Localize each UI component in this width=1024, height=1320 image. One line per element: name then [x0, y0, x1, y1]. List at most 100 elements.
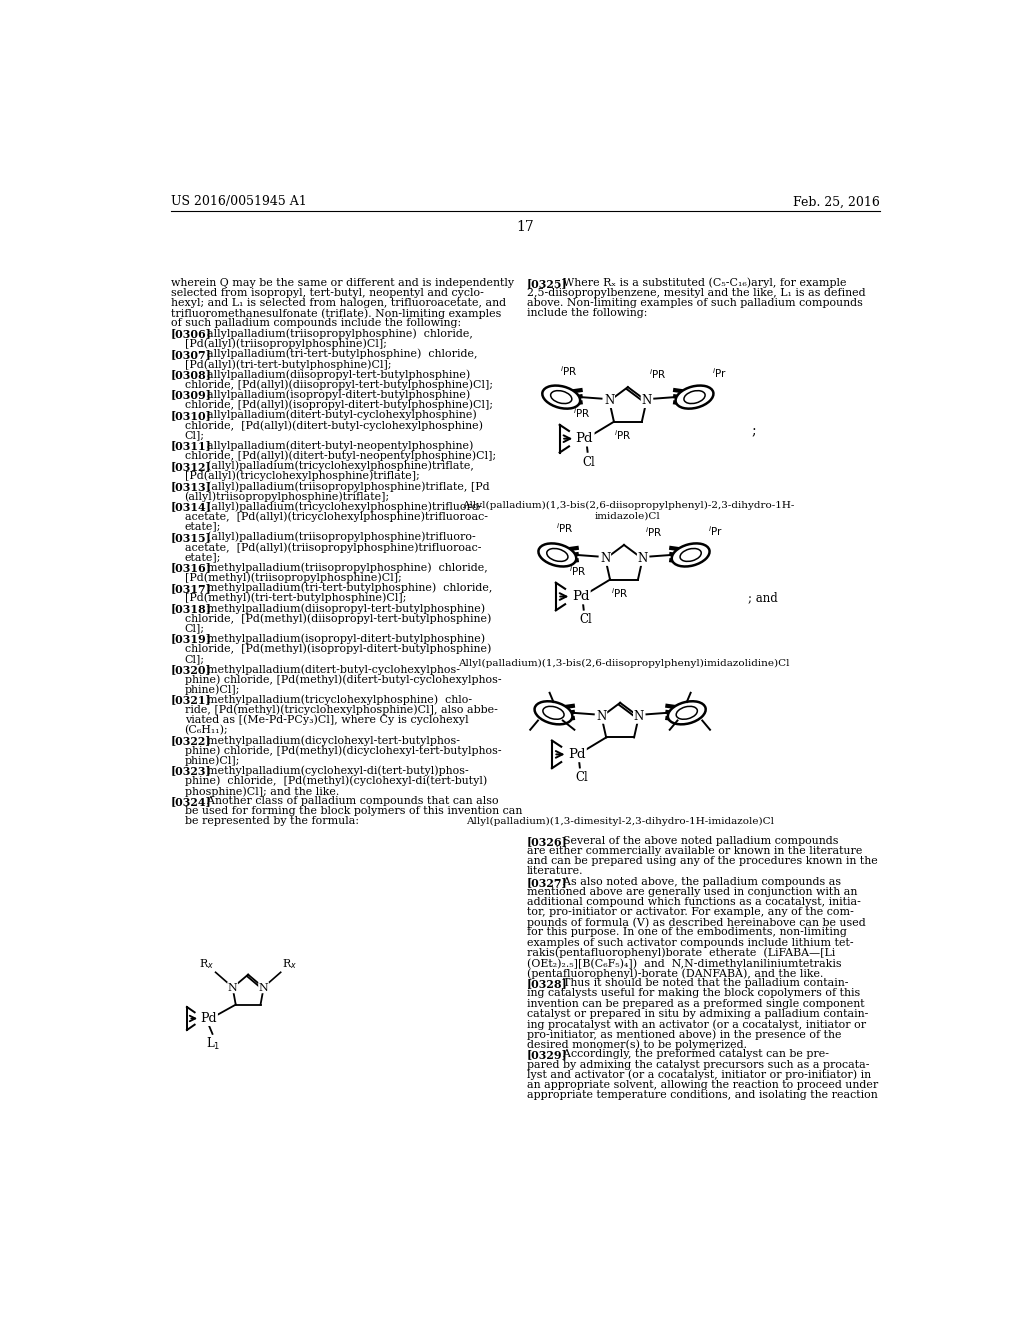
Text: [0310]: [0310] — [171, 411, 211, 421]
Text: invention can be prepared as a preformed single component: invention can be prepared as a preformed… — [527, 999, 864, 1008]
Text: chloride, [Pd(allyl)(ditert-butyl-neopentylphosphine)Cl];: chloride, [Pd(allyl)(ditert-butyl-neopen… — [184, 450, 496, 461]
Text: [0313]: [0313] — [171, 480, 211, 492]
Text: hexyl; and L₁ is selected from halogen, trifluoroacetate, and: hexyl; and L₁ is selected from halogen, … — [171, 298, 506, 308]
Ellipse shape — [668, 701, 706, 725]
Text: chloride, [Pd(allyl)(diisopropyl-tert-butylphosphine)Cl];: chloride, [Pd(allyl)(diisopropyl-tert-bu… — [184, 379, 493, 389]
Text: be represented by the formula:: be represented by the formula: — [184, 817, 358, 826]
Text: methylpalladium(cyclohexyl-di(tert-butyl)phos-: methylpalladium(cyclohexyl-di(tert-butyl… — [193, 766, 468, 776]
Text: etate];: etate]; — [184, 521, 221, 532]
Text: [0329]: [0329] — [527, 1049, 568, 1060]
Text: [Pd(methyl)(triisopropylphosphine)Cl];: [Pd(methyl)(triisopropylphosphine)Cl]; — [184, 573, 401, 583]
Text: As also noted above, the palladium compounds as: As also noted above, the palladium compo… — [549, 876, 842, 887]
Text: Allyl(palladium)(1,3-dimesityl-2,3-dihydro-1H-imidazole)Cl: Allyl(palladium)(1,3-dimesityl-2,3-dihyd… — [466, 817, 774, 826]
Text: [0325]: [0325] — [527, 277, 567, 289]
Text: phine)Cl];: phine)Cl]; — [184, 684, 240, 694]
Text: etate];: etate]; — [184, 552, 221, 562]
Text: [Pd(methyl)(tri-tert-butylphosphine)Cl];: [Pd(methyl)(tri-tert-butylphosphine)Cl]; — [184, 593, 406, 603]
Text: be used for forming the block polymers of this invention can: be used for forming the block polymers o… — [184, 807, 522, 816]
Text: Cl];: Cl]; — [184, 623, 205, 634]
Text: [0327]: [0327] — [527, 876, 567, 887]
Text: and can be prepared using any of the procedures known in the: and can be prepared using any of the pro… — [527, 857, 878, 866]
Text: [Pd(allyl)(tricyclohexylphosphine)triflate];: [Pd(allyl)(tricyclohexylphosphine)trifla… — [184, 471, 419, 482]
Text: allylpalladium(ditert-butyl-cyclohexylphosphine): allylpalladium(ditert-butyl-cyclohexylph… — [193, 411, 476, 421]
Text: Cl];: Cl]; — [184, 653, 205, 664]
Text: Accordingly, the preformed catalyst can be pre-: Accordingly, the preformed catalyst can … — [549, 1049, 829, 1060]
Text: [0320]: [0320] — [171, 664, 211, 675]
Text: examples of such activator compounds include lithium tet-: examples of such activator compounds inc… — [527, 937, 854, 948]
Text: N: N — [259, 982, 268, 993]
Text: Cl: Cl — [579, 614, 592, 627]
Text: [0318]: [0318] — [171, 603, 212, 614]
Text: (pentafluorophenyl)-borate (DANFABA), and the like.: (pentafluorophenyl)-borate (DANFABA), an… — [527, 968, 823, 978]
Text: literature.: literature. — [527, 866, 584, 876]
Ellipse shape — [539, 544, 577, 566]
Ellipse shape — [543, 706, 564, 719]
Text: phine)  chloride,  [Pd(methyl)(cyclohexyl-di(tert-butyl): phine) chloride, [Pd(methyl)(cyclohexyl-… — [184, 776, 486, 787]
Text: [0308]: [0308] — [171, 370, 212, 380]
Text: Cl];: Cl]; — [184, 430, 205, 440]
Text: Cl: Cl — [575, 771, 588, 784]
Text: above. Non-limiting examples of such palladium compounds: above. Non-limiting examples of such pal… — [527, 298, 863, 308]
Text: [0315]: [0315] — [171, 532, 211, 543]
Text: (C₆H₁₁);: (C₆H₁₁); — [184, 725, 228, 735]
Text: [0322]: [0322] — [171, 735, 211, 746]
Text: (allyl)triisopropylphosphine)triflate];: (allyl)triisopropylphosphine)triflate]; — [184, 491, 390, 502]
Text: [Pd(allyl)(triisopropylphosphine)Cl];: [Pd(allyl)(triisopropylphosphine)Cl]; — [184, 339, 386, 350]
Text: ing procatalyst with an activator (or a cocatalyst, initiator or: ing procatalyst with an activator (or a … — [527, 1019, 866, 1030]
Text: [0324]: [0324] — [171, 796, 211, 807]
Ellipse shape — [680, 549, 701, 561]
Text: methylpalladium(isopropyl-ditert-butylphosphine): methylpalladium(isopropyl-ditert-butylph… — [193, 634, 484, 644]
Text: Where Rₓ is a substituted (C₅-C₁₆)aryl, for example: Where Rₓ is a substituted (C₅-C₁₆)aryl, … — [549, 277, 847, 288]
Text: (allyl)palladium(triisopropylphosphine)trifluoro-: (allyl)palladium(triisopropylphosphine)t… — [193, 532, 475, 543]
Text: 17: 17 — [516, 220, 534, 234]
Text: $^i$PR: $^i$PR — [610, 586, 628, 601]
Ellipse shape — [672, 544, 710, 566]
Text: [0314]: [0314] — [171, 502, 212, 512]
Text: allylpalladium(diisopropyl-tert-butylphosphine): allylpalladium(diisopropyl-tert-butylpho… — [193, 370, 470, 380]
Text: [0307]: [0307] — [171, 348, 211, 360]
Text: $^i$PR: $^i$PR — [649, 367, 667, 381]
Text: (allyl)palladium(tricyclohexylphosphine)trifluoro-: (allyl)palladium(tricyclohexylphosphine)… — [193, 502, 482, 512]
Text: [0328]: [0328] — [527, 978, 568, 989]
Text: Feb. 25, 2016: Feb. 25, 2016 — [793, 195, 880, 209]
Text: methylpalladium(tricyclohexylphosphine)  chlo-: methylpalladium(tricyclohexylphosphine) … — [193, 694, 472, 705]
Text: [0312]: [0312] — [171, 461, 211, 471]
Text: $^i$Pr: $^i$Pr — [708, 524, 723, 537]
Text: Allyl(palladium)(1,3-bis(2,6-diisopropylphenyl)-2,3-dihydro-1H-: Allyl(palladium)(1,3-bis(2,6-diisopropyl… — [462, 502, 794, 510]
Text: pounds of formula (V) as described hereinabove can be used: pounds of formula (V) as described herei… — [527, 917, 866, 928]
Text: methylpalladium(diisopropyl-tert-butylphosphine): methylpalladium(diisopropyl-tert-butylph… — [193, 603, 484, 614]
Text: chloride, [Pd(allyl)(isopropyl-ditert-butylphosphine)Cl];: chloride, [Pd(allyl)(isopropyl-ditert-bu… — [184, 400, 493, 411]
Text: desired monomer(s) to be polymerized.: desired monomer(s) to be polymerized. — [527, 1039, 748, 1049]
Text: $^i$PR: $^i$PR — [645, 525, 663, 540]
Text: $^i$Pr: $^i$Pr — [712, 366, 727, 380]
Text: $^i$PR: $^i$PR — [560, 364, 578, 378]
Text: pared by admixing the catalyst precursors such as a procata-: pared by admixing the catalyst precursor… — [527, 1060, 869, 1069]
Text: N: N — [596, 710, 606, 723]
Text: acetate,  [Pd(allyl)(tricyclohexylphosphine)trifluoroac-: acetate, [Pd(allyl)(tricyclohexylphosphi… — [184, 512, 487, 523]
Text: allylpalladium(isopropyl-ditert-butylphosphine): allylpalladium(isopropyl-ditert-butylpho… — [193, 389, 470, 400]
Text: ;: ; — [752, 425, 757, 438]
Text: Pd: Pd — [571, 590, 590, 603]
Text: additional compound which functions as a cocatalyst, initia-: additional compound which functions as a… — [527, 898, 861, 907]
Text: an appropriate solvent, allowing the reaction to proceed under: an appropriate solvent, allowing the rea… — [527, 1080, 879, 1090]
Text: (OEt₂)₂.₅][B(C₆F₅)₄])  and  N,N-dimethylaniliniumtetrakis: (OEt₂)₂.₅][B(C₆F₅)₄]) and N,N-dimethylan… — [527, 958, 842, 969]
Text: $^i$PR: $^i$PR — [556, 521, 573, 536]
Text: [0316]: [0316] — [171, 562, 212, 573]
Text: $^i$PR: $^i$PR — [614, 429, 632, 442]
Ellipse shape — [676, 706, 697, 719]
Text: trifluoromethanesulfonate (triflate). Non-limiting examples: trifluoromethanesulfonate (triflate). No… — [171, 309, 501, 319]
Text: methylpalladium(tri-tert-butylphosphine)  chloride,: methylpalladium(tri-tert-butylphosphine)… — [193, 582, 493, 593]
Text: L$_1$: L$_1$ — [206, 1035, 220, 1052]
Text: N: N — [600, 552, 610, 565]
Text: [0323]: [0323] — [171, 766, 211, 776]
Text: rakis(pentafluorophenyl)borate  etherate  (LiFABA—[Li: rakis(pentafluorophenyl)borate etherate … — [527, 948, 836, 958]
Text: N: N — [638, 552, 648, 565]
Ellipse shape — [543, 385, 581, 409]
Text: acetate,  [Pd(allyl)(triisopropylphosphine)trifluoroac-: acetate, [Pd(allyl)(triisopropylphosphin… — [184, 543, 481, 553]
Text: methylpalladium(dicyclohexyl-tert-butylphos-: methylpalladium(dicyclohexyl-tert-butylp… — [193, 735, 460, 746]
Text: include the following:: include the following: — [527, 309, 647, 318]
Text: ing catalysts useful for making the block copolymers of this: ing catalysts useful for making the bloc… — [527, 989, 860, 998]
Text: lyst and activator (or a cocatalyst, initiator or pro-initiator) in: lyst and activator (or a cocatalyst, ini… — [527, 1069, 871, 1080]
Text: of such palladium compounds include the following:: of such palladium compounds include the … — [171, 318, 461, 329]
Text: phine)Cl];: phine)Cl]; — [184, 755, 240, 766]
